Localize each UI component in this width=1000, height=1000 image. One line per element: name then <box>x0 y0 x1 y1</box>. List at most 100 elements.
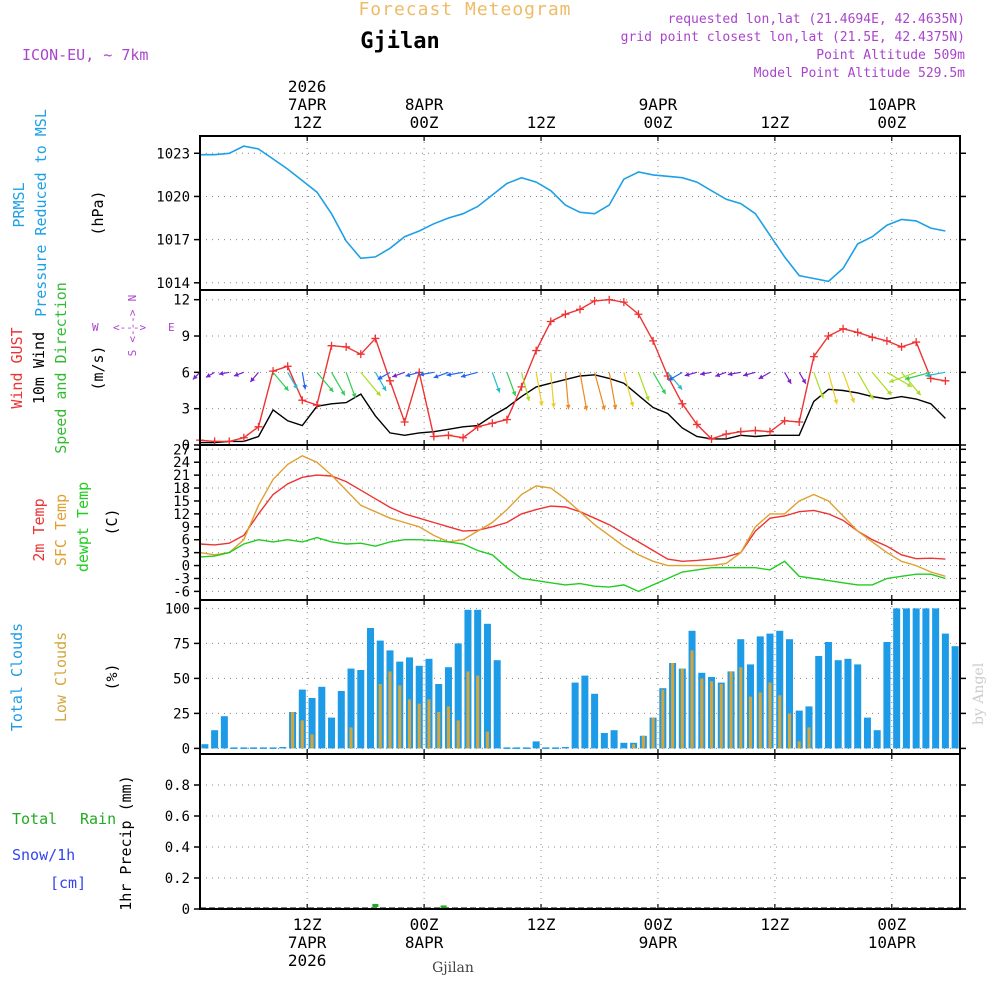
total-cloud-bar <box>552 747 560 749</box>
low-cloud-bar <box>466 671 470 749</box>
temperature-ytick-label: 27 <box>173 442 190 458</box>
wind-gust-marker <box>722 430 731 439</box>
low-cloud-bar <box>661 689 665 749</box>
total-cloud-bar <box>824 642 832 749</box>
wind-arrowhead <box>250 377 255 383</box>
compass-west: W <box>92 321 99 334</box>
wind-gust-marker <box>634 310 643 319</box>
temperature-ytick-label: -3 <box>173 571 190 587</box>
wind-direction-arrow <box>564 372 570 410</box>
wind-direction-arrow <box>886 371 913 388</box>
low-cloud-bar <box>778 695 782 749</box>
temperature-ytick-label: 0 <box>182 559 190 575</box>
wind-gust-marker <box>254 422 263 431</box>
temperature-ytick-label: 9 <box>182 520 190 536</box>
top-time-label: 00Z <box>410 113 439 132</box>
wind-gust-marker <box>809 352 818 361</box>
temp-dewpoint-label: dewpt Temp <box>74 482 92 572</box>
wind-arrowhead <box>351 392 357 398</box>
wind-gust-marker <box>795 417 804 426</box>
pressure-line <box>200 145 946 283</box>
wind-gust-marker <box>459 433 468 442</box>
wind-arrowhead <box>869 394 874 400</box>
low-cloud-bar <box>807 727 811 749</box>
total-cloud-bar <box>591 693 599 749</box>
total-cloud-bar <box>815 656 823 749</box>
bottom-time-label: 12Z <box>293 915 322 934</box>
wind-direction-arrow <box>827 372 838 405</box>
precip-ytick-label: 0 <box>182 902 190 918</box>
legend-snow-unit: [cm] <box>50 874 86 892</box>
bottom-time-label: 8APR <box>405 933 444 952</box>
wind-gust-marker <box>561 310 570 319</box>
total-cloud-bar <box>785 639 793 749</box>
wind-direction-arrow <box>535 372 543 406</box>
footer-location: Gjilan <box>432 960 474 976</box>
wind-arrowhead <box>661 389 666 395</box>
temperature-ytick-label: 18 <box>173 481 190 497</box>
low-cloud-bar <box>797 741 801 749</box>
low-cloud-bar <box>291 712 295 749</box>
wind-arrowhead <box>904 375 910 381</box>
wind-arrowhead <box>715 372 721 378</box>
wind-gust-marker <box>429 432 438 441</box>
wind-arrowhead <box>629 401 635 407</box>
temperature-ytick-label: -6 <box>173 584 190 600</box>
wind-gust-label: Wind GUST <box>8 327 26 408</box>
wind-gust-marker <box>780 416 789 425</box>
low-cloud-bar <box>671 663 675 749</box>
wind-gust-marker <box>327 341 336 350</box>
wind-gust-marker <box>546 317 555 326</box>
bottom-time-label: 12Z <box>527 915 556 934</box>
wind-gust-line <box>199 298 946 443</box>
total-cloud-bar <box>483 623 491 749</box>
wind-arrowhead <box>565 404 571 410</box>
wind-arrowhead <box>302 384 307 390</box>
wind-gust-marker <box>298 396 307 405</box>
wind-gust-marker <box>751 426 760 435</box>
total-cloud-bar <box>250 747 258 749</box>
rain-bar <box>372 903 379 907</box>
wind-arrowhead <box>801 378 806 384</box>
compass-north: N <box>126 295 139 302</box>
requested-coords: requested lon,lat (21.4694E, 42.4635N) <box>668 12 965 27</box>
wind-gust-marker <box>912 338 921 347</box>
wind-gust-marker <box>342 342 351 351</box>
compass-east: E <box>168 321 175 334</box>
temperature-ytick-label: 24 <box>173 455 190 471</box>
total-cloud-bar <box>834 660 842 749</box>
pressure-unit: (hPa) <box>89 190 107 235</box>
wind-gust-marker <box>736 427 745 436</box>
wind-direction-arrow <box>608 372 617 410</box>
wind-gust-marker <box>897 342 906 351</box>
total-cloud-bar <box>308 698 316 749</box>
low-cloud-bar <box>388 671 392 749</box>
total-cloud-bar <box>620 742 628 749</box>
precip-ytick-label: 0.2 <box>165 871 190 887</box>
total-cloud-bar <box>357 670 365 749</box>
total-cloud-bar <box>337 691 345 749</box>
low-cloud-bar <box>417 703 421 749</box>
wind-gust-marker <box>619 298 628 307</box>
top-time-label: 8APR <box>405 95 444 114</box>
temperature-ytick-label: 21 <box>173 468 190 484</box>
low-cloud-bar <box>690 650 694 749</box>
wind-arrowhead <box>700 371 705 376</box>
compass-ew-arrow: <---> <box>113 321 146 334</box>
total-cloud-bar <box>298 689 306 749</box>
wind-arrowhead <box>668 376 674 381</box>
total-cloud-bar <box>844 658 852 749</box>
temp-dewpoint-line <box>199 536 946 593</box>
total-cloud-bar <box>279 747 287 749</box>
bottom-time-label: 00Z <box>877 915 906 934</box>
total-cloud-bar <box>367 628 375 749</box>
clouds-ytick-label: 0 <box>182 741 190 757</box>
wind-gust-marker <box>707 434 716 443</box>
wind-arrowhead <box>886 390 892 396</box>
total-cloud-bar <box>893 608 901 749</box>
pressure-ytick-label: 1023 <box>156 146 190 162</box>
wind-direction-arrow <box>871 371 892 396</box>
wind-direction-label: Speed and Direction <box>52 282 70 454</box>
top-time-label: 00Z <box>877 113 906 132</box>
